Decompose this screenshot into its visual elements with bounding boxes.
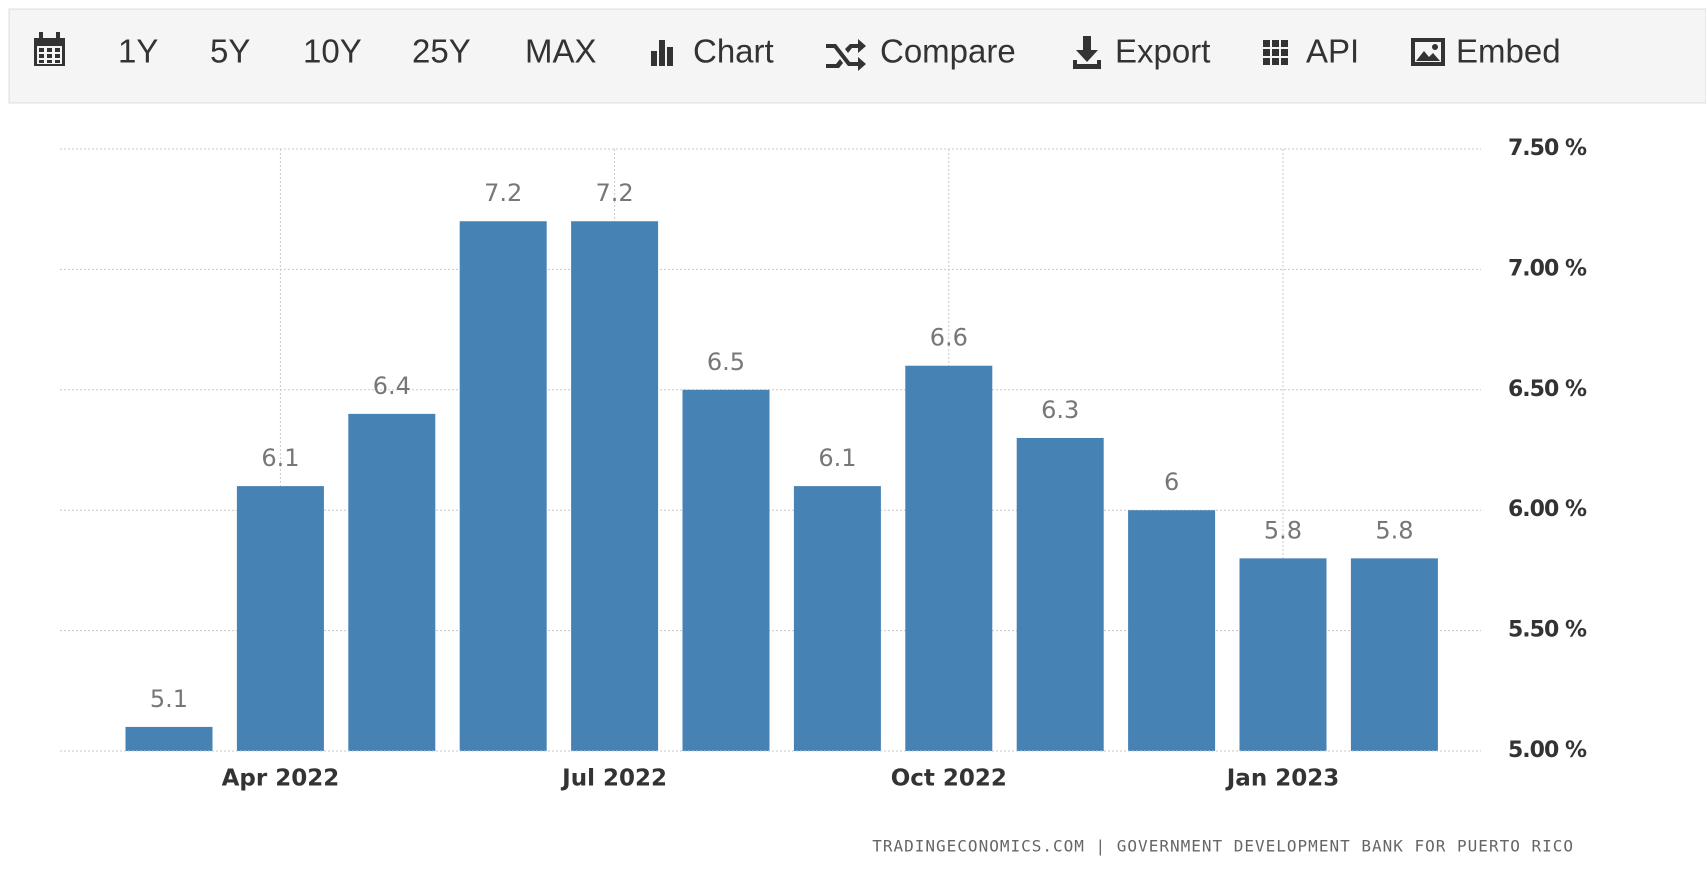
x-tick-label: Oct 2022 (891, 766, 1007, 792)
bar (1350, 558, 1438, 751)
compare-icon[interactable] (826, 39, 866, 71)
x-tick-label: Jan 2023 (1225, 766, 1339, 792)
toolbar-item[interactable]: Compare (880, 33, 1016, 70)
y-tick-label: 6.00 % (1508, 497, 1587, 522)
bar (905, 365, 993, 751)
bar (682, 389, 770, 751)
toolbar-item[interactable]: 5Y (210, 33, 250, 70)
bar (236, 486, 324, 751)
y-tick-label: 5.50 % (1508, 618, 1587, 643)
footer: TRADINGECONOMICS.COM | GOVERNMENT DEVELO… (872, 837, 1574, 856)
export-icon[interactable] (1073, 36, 1101, 69)
calendar-icon[interactable] (34, 32, 65, 66)
toolbar (8, 8, 1706, 104)
data-label: 7.2 (484, 179, 522, 207)
bar (1128, 510, 1216, 751)
data-label: 5.8 (1375, 516, 1413, 544)
data-label: 5.1 (150, 685, 188, 713)
bar (1239, 558, 1327, 751)
data-label: 5.8 (1264, 516, 1302, 544)
data-label: 6.4 (373, 372, 411, 400)
chart-icon[interactable] (651, 40, 673, 66)
y-tick-label: 6.50 % (1508, 377, 1587, 402)
toolbar-item[interactable]: MAX (525, 33, 597, 70)
toolbar-item[interactable]: Export (1115, 33, 1210, 70)
data-label: 6 (1164, 468, 1179, 496)
embed-icon[interactable] (1411, 38, 1445, 66)
bar (125, 726, 213, 751)
data-label: 6.1 (818, 444, 856, 472)
data-label: 7.2 (596, 179, 634, 207)
y-tick-label: 5.00 % (1508, 738, 1587, 763)
toolbar-item[interactable]: 1Y (118, 33, 158, 70)
toolbar-item[interactable]: Chart (693, 33, 774, 70)
data-label: 6.5 (707, 348, 745, 376)
bar (571, 221, 659, 752)
toolbar-item[interactable]: Embed (1456, 33, 1561, 70)
bar (348, 413, 436, 751)
data-label: 6.3 (1041, 396, 1079, 424)
toolbar-item[interactable]: 25Y (412, 33, 471, 70)
toolbar-icons (34, 32, 1445, 71)
y-tick-label: 7.50 % (1508, 136, 1587, 161)
y-tick-label: 7.00 % (1508, 256, 1587, 281)
data-label: 6.6 (930, 324, 968, 352)
bar (793, 486, 881, 751)
x-tick-label: Jul 2022 (560, 766, 667, 792)
toolbar-item[interactable]: API (1306, 33, 1359, 70)
x-tick-label: Apr 2022 (222, 766, 340, 792)
api-icon[interactable] (1263, 40, 1288, 65)
bar (459, 221, 547, 752)
toolbar-item[interactable]: 10Y (303, 33, 362, 70)
data-label: 6.1 (261, 444, 299, 472)
bar (1016, 437, 1104, 751)
